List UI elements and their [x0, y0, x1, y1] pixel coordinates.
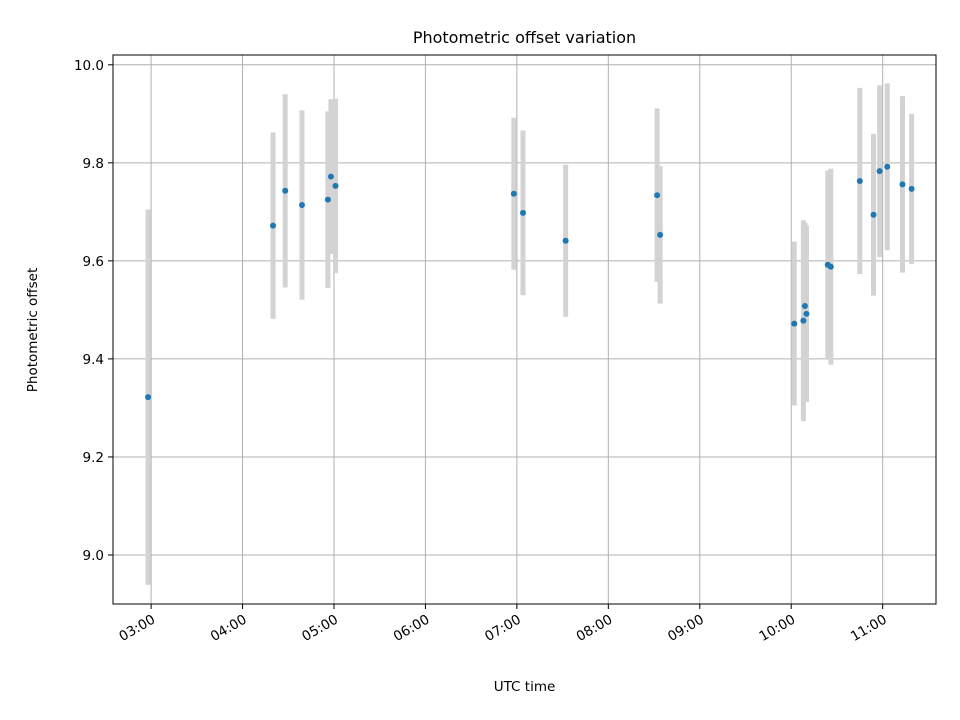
data-point — [654, 192, 661, 199]
data-point — [145, 394, 152, 401]
data-point — [870, 211, 877, 218]
y-tick-label: 10.0 — [74, 58, 104, 74]
plot-frame — [112, 54, 937, 605]
data-point — [801, 302, 808, 309]
data-point — [899, 181, 906, 188]
chart-title: Photometric offset variation — [413, 28, 636, 47]
data-point — [324, 196, 331, 203]
data-point — [800, 317, 807, 324]
data-point — [270, 222, 277, 229]
y-tick-label: 9.6 — [83, 254, 104, 270]
y-tick-label: 9.8 — [83, 156, 104, 172]
data-point — [827, 263, 834, 270]
data-point — [510, 190, 517, 197]
y-axis-ticks: 9.0 9.2 9.4 9.6 9.8 10.0 — [74, 58, 113, 564]
data-point — [327, 173, 334, 180]
data-point — [562, 237, 569, 244]
data-point — [884, 163, 891, 170]
data-point — [876, 168, 883, 175]
data-point — [298, 201, 305, 208]
y-tick-label: 9.4 — [83, 352, 104, 368]
data-point — [657, 231, 664, 238]
data-point — [803, 310, 810, 317]
data-point — [791, 320, 798, 327]
data-point — [282, 187, 289, 194]
y-tick-label: 9.0 — [83, 548, 104, 564]
data-point — [332, 182, 339, 189]
data-points — [145, 163, 915, 401]
data-point — [908, 185, 915, 192]
y-tick-label: 9.2 — [83, 450, 104, 466]
x-axis-label: UTC time — [494, 679, 556, 695]
y-axis-label: Photometric offset — [25, 268, 41, 392]
data-point — [519, 209, 526, 216]
data-point — [856, 177, 863, 184]
